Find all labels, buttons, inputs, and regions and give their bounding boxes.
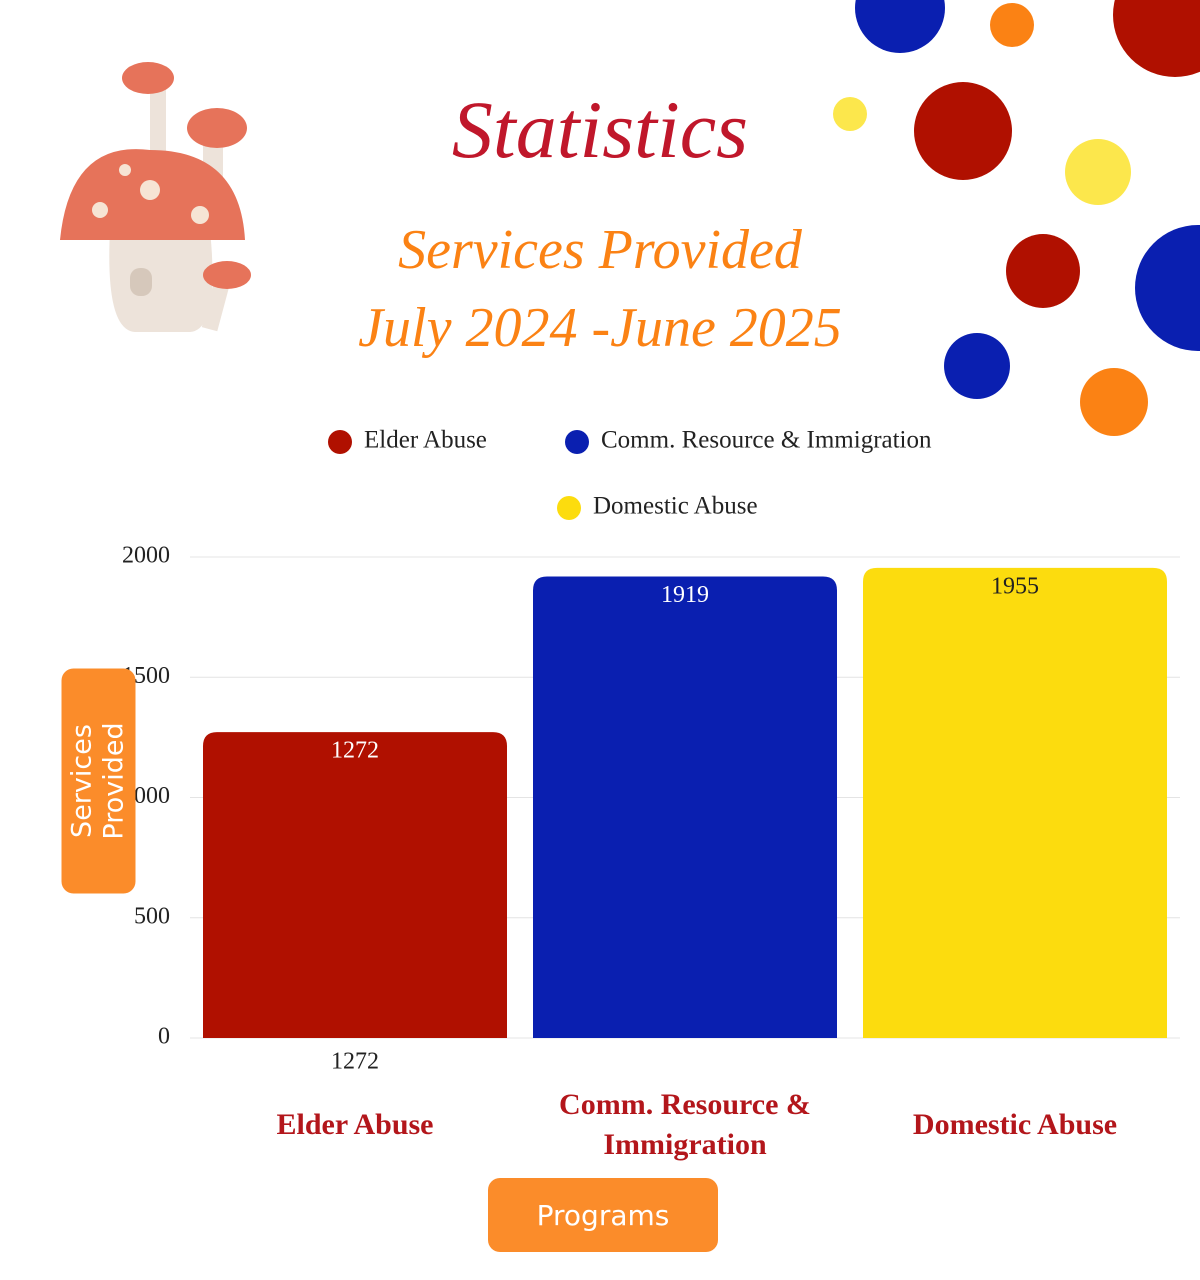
legend-swatch <box>328 430 352 454</box>
y-tick-label: 500 <box>134 903 170 929</box>
x-tick-label: Elder Abuse <box>276 1108 434 1141</box>
legend-label: Elder Abuse <box>364 427 487 454</box>
value-label: 1272 <box>331 738 379 764</box>
chart-title: Statistics <box>452 84 748 175</box>
x-tick-label: Domestic Abuse <box>912 1108 1118 1141</box>
bar <box>533 576 837 1038</box>
subtitle: Services Provided <box>398 219 803 281</box>
x-tick-label: Comm. Resource & Immigration <box>559 1088 811 1161</box>
value-label: 1272 <box>331 1049 379 1075</box>
y-tick-label: 0 <box>158 1024 170 1050</box>
y-tick-label: 2000 <box>122 543 170 569</box>
y-axis-title-text: Services Provided <box>66 722 130 840</box>
y-axis-title: Services Provided <box>61 668 136 894</box>
legend-label: Domestic Abuse <box>593 493 758 520</box>
legend-label: Comm. Resource & Immigration <box>601 427 932 454</box>
value-label: 1919 <box>661 582 709 608</box>
decoration <box>60 0 1200 436</box>
subtitle: July 2024 -June 2025 <box>358 297 842 359</box>
bar <box>863 567 1167 1038</box>
value-label: 1955 <box>991 573 1039 599</box>
legend-swatch <box>557 496 581 520</box>
legend-swatch <box>565 430 589 454</box>
x-axis-title: Programs <box>488 1178 718 1252</box>
bar <box>203 732 507 1038</box>
